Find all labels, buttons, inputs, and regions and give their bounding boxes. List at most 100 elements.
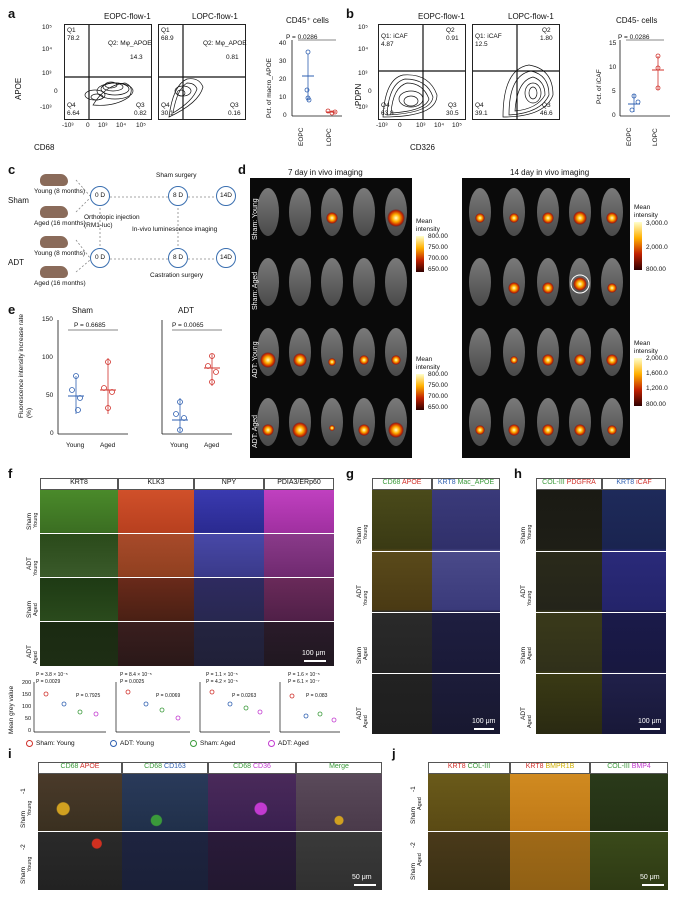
a-x-axis-label: CD68 [34, 143, 55, 152]
f-legend-marker-2 [110, 740, 117, 747]
c-adt-label: ADT [8, 258, 24, 267]
c-aged-1: Aged (16 months) [34, 220, 86, 227]
i-scale-label: 50 μm [352, 874, 372, 881]
j-col-3: COL-III BMP4 [590, 762, 668, 774]
h-row-divider-1 [536, 551, 666, 552]
e-pvalue-adt: P = 0.0065 [172, 322, 204, 329]
i-col2-images [122, 774, 208, 890]
a-scatter-plot [291, 39, 342, 117]
b-scatter-pvalue: P = 0.0286 [618, 34, 650, 41]
f-ytick-3: 100 [22, 704, 32, 710]
i-row-divider [38, 831, 382, 832]
a-p1-q2: Q2: Mφ_APOE [108, 40, 152, 47]
e-ytick-3: 50 [46, 392, 54, 399]
g-row-3a: Sham [356, 647, 363, 664]
f-p-1-2: P = 0.0029 [36, 679, 61, 685]
a-p2-q1-value: 68.9 [161, 35, 174, 42]
i-col-4: Merge [296, 762, 382, 774]
h-row-2a: ADT [520, 585, 527, 598]
h-row-divider-3 [536, 673, 666, 674]
g-row-3b: Aged [363, 647, 369, 660]
a-scatter-ylabel: Pct. of macro_APOE [266, 58, 273, 118]
f-ytick-1: 200 [22, 680, 32, 686]
b-p2-q4-value: 39.1 [475, 110, 488, 117]
f-p-3-2: P = 4.2 × 10⁻⁵ [206, 679, 238, 685]
d-cb4-tick-3: 1,200.0 [646, 385, 668, 392]
a-flow-plot-2 [158, 24, 246, 120]
b-scatter-ytick-2: 10 [609, 64, 617, 71]
d-title-14day: 14 day in vivo imaging [510, 168, 590, 177]
g-col-2: KRT8 Mac_APOE [432, 478, 500, 490]
b-p2-q2: Q2 [542, 27, 551, 34]
panel-label-g: g [346, 466, 354, 481]
b-ytick-3: 10³ [358, 70, 368, 77]
a-p2-q4: Q4 [161, 102, 170, 109]
a-p2-q3: Q3 [230, 102, 239, 109]
d-cb4-tick-1: 2,000.0 [646, 355, 668, 362]
a-scatter-ytick-4: 10 [279, 94, 287, 101]
c-day14-sham: 14D [216, 186, 236, 206]
d-cb1-tick-2: 750.00 [428, 244, 448, 251]
a-p1-q4-value: 6.64 [67, 110, 80, 117]
h-row-4a: ADT [520, 707, 527, 720]
d-14day-image-grid [462, 178, 630, 458]
h-col-2: KRT8 iCAF [602, 478, 666, 490]
d-cb3-tick-4: 650.00 [428, 404, 448, 411]
d-row-adt-young: ADT: Young [252, 341, 259, 378]
f-ytick-4: 50 [25, 716, 32, 722]
f-ylabel: Mean grey value [8, 685, 15, 734]
g-row-divider-3 [372, 673, 500, 674]
a-p1-q3: Q3 [136, 102, 145, 109]
panel-label-h: h [514, 466, 522, 481]
g-row-1a: Sham [356, 527, 363, 544]
b-xtick-4: 10⁴ [434, 122, 445, 129]
c-orthotopic: Orthotopic injection (RM1-luc) [84, 214, 140, 229]
e-plots [57, 320, 232, 435]
h-col2-b: iCAF [636, 479, 652, 486]
i-col4-images [296, 774, 382, 890]
a-scatter-title: CD45⁺ cells [286, 16, 329, 25]
a-plot2-title: LOPC-flow-1 [192, 12, 238, 21]
panel-label-i: i [8, 746, 12, 761]
h-row-1a: Sham [520, 527, 527, 544]
f-row-divider-3 [40, 621, 334, 622]
j-col-2: KRT8 BMPR1B [510, 762, 590, 774]
d-colorbar-1 [416, 236, 424, 272]
panel-label-e: e [8, 302, 16, 317]
j-col1-a: KRT8 [447, 763, 466, 770]
b-flow-plot-1 [378, 24, 466, 120]
c-young-2: Young (8 months) [34, 250, 86, 257]
a-scatter-ytick-5: 0 [283, 112, 287, 119]
f-row-divider-1 [40, 533, 334, 534]
b-p1-q3: Q3 [448, 102, 457, 109]
b-scatter-ytick-1: 15 [609, 40, 617, 47]
h-row-3b: Aged [527, 647, 533, 660]
b-xtick-2: 0 [398, 122, 402, 129]
f-row-4b: Aged [33, 651, 39, 664]
d-7day-image-grid [250, 178, 412, 458]
i-col2-a: CD68 [144, 763, 163, 770]
b-x-axis-label: CD326 [410, 143, 435, 152]
panel-label-f: f [8, 466, 13, 481]
a-xtick-3: 10³ [98, 122, 108, 129]
f-p-4-2: P = 6.1 × 10⁻⁷ [288, 679, 320, 685]
g-row-4b: Aged [363, 715, 369, 728]
f-row-3a: Sham [26, 601, 33, 618]
b-p1-q2-value: 0.91 [446, 35, 459, 42]
f-ytick-5: 0 [28, 728, 32, 734]
f-legend-2: ADT: Young [120, 740, 154, 747]
i-row-1a: Sham [20, 811, 27, 828]
g-scale-label: 100 μm [472, 718, 496, 725]
d-cb2-tick-3: 800.00 [646, 266, 666, 273]
d-cb3-tick-3: 700.00 [428, 393, 448, 400]
f-legend-4: ADT: Aged [278, 740, 309, 747]
e-x-aged-1: Aged [100, 442, 116, 449]
j-col1-b: COL-III [467, 763, 491, 770]
d-cb3-tick-2: 750.00 [428, 382, 448, 389]
e-x-young-1: Young [66, 442, 85, 449]
b-scatter-ylabel: Pct. of iCAF [596, 69, 603, 104]
a-p2-q2-value: 0.81 [226, 54, 239, 61]
b-xtick-3: 10³ [416, 122, 426, 129]
b-ytick-4: 0 [368, 88, 372, 95]
g-scale-bar [474, 728, 494, 730]
